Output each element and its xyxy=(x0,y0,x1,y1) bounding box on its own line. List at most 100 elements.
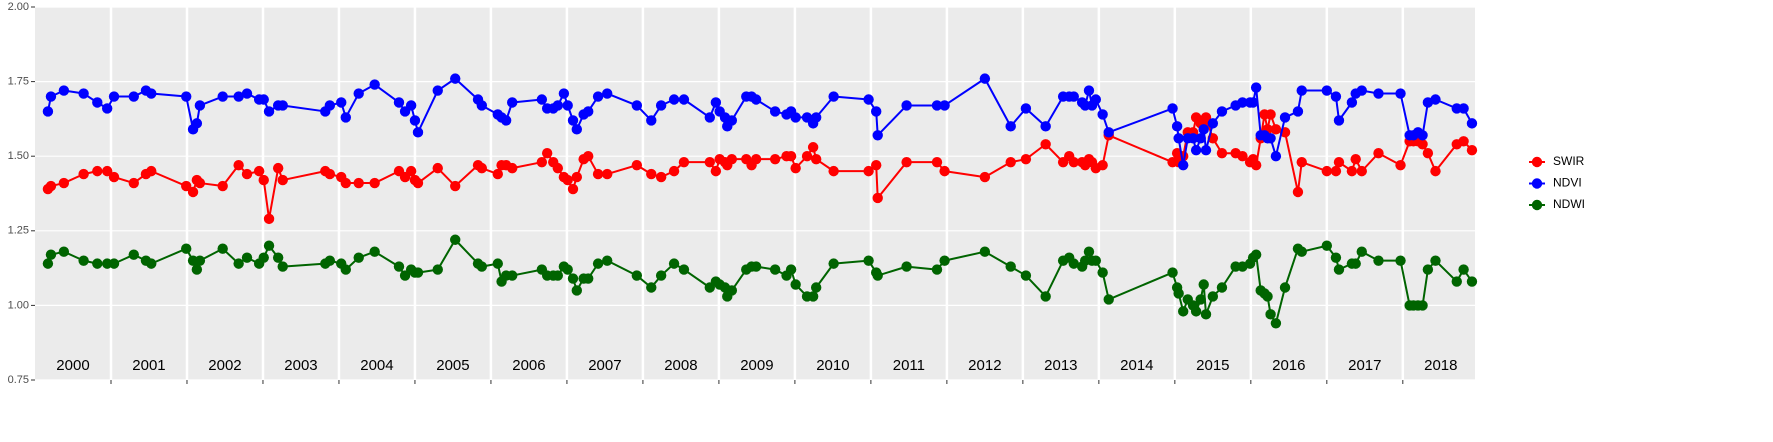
point xyxy=(931,264,943,275)
point xyxy=(1330,91,1342,102)
point xyxy=(583,106,594,117)
point xyxy=(704,156,715,168)
point xyxy=(810,282,822,293)
point xyxy=(1247,97,1259,108)
point xyxy=(750,94,762,105)
point xyxy=(602,168,613,180)
point xyxy=(1097,159,1108,171)
point xyxy=(146,88,157,99)
point xyxy=(277,261,288,272)
point xyxy=(1250,159,1262,171)
point xyxy=(1321,165,1333,177)
point xyxy=(668,94,680,105)
point xyxy=(1330,252,1342,263)
point xyxy=(1265,133,1276,144)
point xyxy=(1270,124,1282,135)
point xyxy=(58,85,70,96)
point xyxy=(1373,255,1384,266)
point xyxy=(872,192,883,204)
point xyxy=(1296,246,1307,257)
point xyxy=(191,118,203,129)
legend-label: SWIR xyxy=(1553,154,1585,168)
point xyxy=(476,162,488,174)
point xyxy=(1068,156,1079,168)
y-tick-label: 1.50 xyxy=(8,150,29,162)
point xyxy=(45,180,57,192)
point xyxy=(1198,279,1209,290)
point xyxy=(409,115,421,126)
point xyxy=(1097,109,1108,120)
point xyxy=(1068,91,1079,102)
point xyxy=(1458,103,1469,114)
point xyxy=(191,264,203,275)
point xyxy=(562,174,573,186)
point xyxy=(828,258,839,269)
point xyxy=(272,252,284,263)
point xyxy=(146,165,157,177)
year-label: 2010 xyxy=(816,357,849,374)
point xyxy=(1040,291,1051,302)
point xyxy=(42,258,54,269)
point xyxy=(1198,124,1209,135)
point xyxy=(92,258,103,269)
point xyxy=(931,156,943,168)
point xyxy=(1068,258,1079,269)
point xyxy=(785,151,797,162)
point xyxy=(101,103,113,114)
point xyxy=(187,186,199,198)
point xyxy=(1279,112,1291,123)
year-label: 2004 xyxy=(360,357,393,374)
point xyxy=(128,249,139,260)
point xyxy=(602,255,613,266)
point xyxy=(979,171,991,183)
legend-label: NDVI xyxy=(1553,176,1582,190)
point xyxy=(1330,165,1342,177)
year-label: 2013 xyxy=(1044,357,1077,374)
year-label: 2017 xyxy=(1348,357,1381,374)
plot-panel xyxy=(35,7,1475,380)
point xyxy=(432,264,443,275)
point xyxy=(939,255,950,266)
point xyxy=(1417,300,1428,311)
point xyxy=(807,142,819,153)
point xyxy=(1190,306,1202,317)
point xyxy=(263,213,275,225)
point xyxy=(583,273,594,284)
point xyxy=(1250,82,1262,93)
point xyxy=(592,258,604,269)
point xyxy=(146,258,157,269)
point xyxy=(181,243,192,254)
year-label: 2014 xyxy=(1120,357,1153,374)
point xyxy=(42,106,54,117)
point xyxy=(217,91,228,102)
point xyxy=(1005,261,1016,272)
year-label: 2012 xyxy=(968,357,1001,374)
point xyxy=(655,171,667,183)
point xyxy=(1200,112,1212,123)
point xyxy=(1346,97,1358,108)
point xyxy=(631,270,643,281)
point xyxy=(1237,151,1248,162)
point xyxy=(646,168,657,180)
point xyxy=(592,168,604,180)
series xyxy=(42,73,1478,171)
point xyxy=(1356,165,1367,177)
point xyxy=(1171,121,1183,132)
point xyxy=(678,156,690,168)
point xyxy=(1265,309,1276,320)
point xyxy=(828,165,839,177)
year-label: 2015 xyxy=(1196,357,1229,374)
point xyxy=(863,255,874,266)
point xyxy=(492,258,503,269)
point xyxy=(1097,267,1108,278)
point xyxy=(1040,121,1051,132)
point xyxy=(979,73,991,84)
point xyxy=(369,79,380,90)
point xyxy=(828,91,839,102)
point xyxy=(567,115,579,126)
point xyxy=(541,148,553,159)
point xyxy=(1173,133,1184,144)
point xyxy=(1190,145,1202,156)
point xyxy=(108,171,120,183)
point xyxy=(801,151,813,162)
